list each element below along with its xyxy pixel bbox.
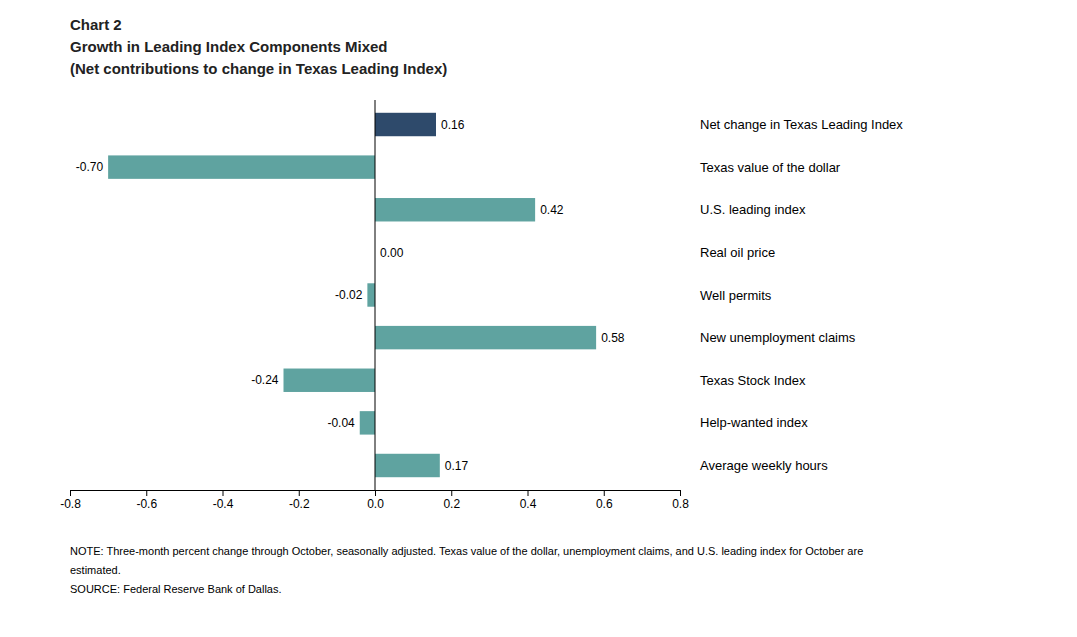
bar [375, 113, 436, 136]
x-tick-label: 0.6 [596, 497, 613, 511]
x-tick-label: 0.2 [443, 497, 460, 511]
bar [360, 411, 375, 434]
data-label: -0.02 [335, 288, 363, 302]
data-label: -0.70 [76, 160, 104, 174]
bar [375, 326, 596, 349]
title-line: (Net contributions to change in Texas Le… [70, 60, 447, 77]
bars [108, 113, 596, 477]
note: NOTE: Three-month percent change through… [70, 545, 863, 557]
x-tick: 0.6 [596, 490, 613, 511]
bar [108, 155, 375, 178]
data-label: 0.00 [380, 246, 404, 260]
data-label: 0.16 [441, 118, 465, 132]
title: Chart 2 Growth in Leading Index Component… [70, 16, 447, 77]
x-tick-mark [70, 490, 71, 496]
category-label: Net change in Texas Leading Index [700, 117, 903, 132]
x-tick-label: -0.6 [136, 497, 157, 511]
x-tick-mark [375, 490, 376, 496]
category-label: Real oil price [700, 245, 775, 260]
data-labels: 0.16 -0.70 0.42 0.00 -0.02 0.58 -0.24 -0.04 0.17 [76, 118, 625, 473]
title-line: Growth in Leading Index Components Mixed [70, 38, 388, 55]
x-tick-mark [299, 490, 300, 496]
notes: NOTE: Three-month percent change through… [70, 545, 863, 595]
category-label: Texas Stock Index [700, 373, 806, 388]
x-tick-label: -0.4 [213, 497, 234, 511]
x-tick-label: -0.8 [60, 497, 81, 511]
x-tick: -0.8 [60, 490, 81, 511]
x-tick-mark [528, 490, 529, 496]
data-label: 0.58 [601, 331, 625, 345]
data-label: -0.04 [327, 416, 355, 430]
x-tick: 0.2 [443, 490, 460, 511]
chart: Chart 2 Growth in Leading Index Component… [0, 0, 1077, 637]
category-label: U.S. leading index [700, 202, 806, 217]
category-label: Average weekly hours [700, 458, 828, 473]
x-axis-line [71, 491, 681, 497]
category-labels: Net change in Texas Leading Index Texas v… [700, 117, 903, 473]
category-label: New unemployment claims [700, 330, 856, 345]
x-tick-mark [146, 490, 147, 496]
category-label: Texas value of the dollar [700, 160, 841, 175]
x-tick-mark [451, 490, 452, 496]
x-tick: 0.0 [367, 490, 384, 511]
note: SOURCE: Federal Reserve Bank of Dallas. [70, 583, 282, 595]
bar [284, 369, 376, 392]
x-tick: -0.6 [136, 490, 157, 511]
title-line: Chart 2 [70, 16, 122, 33]
x-tick-mark [604, 490, 605, 496]
zero-line [375, 100, 376, 490]
x-tick: 0.8 [672, 490, 689, 511]
category-label: Well permits [700, 288, 772, 303]
x-tick-label: 0.8 [672, 497, 689, 511]
data-label: -0.24 [251, 373, 279, 387]
bar [375, 198, 535, 221]
x-tick-mark [223, 490, 224, 496]
x-tick: 0.4 [520, 490, 537, 511]
category-label: Help-wanted index [700, 415, 808, 430]
bar [375, 454, 440, 477]
x-tick-label: 0.0 [367, 497, 384, 511]
x-tick: -0.4 [213, 490, 234, 511]
x-tick-mark [680, 490, 681, 496]
data-label: 0.42 [540, 203, 564, 217]
x-tick: -0.2 [289, 490, 310, 511]
x-tick-label: -0.2 [289, 497, 310, 511]
bar [367, 283, 375, 306]
x-axis: -0.8 -0.6 -0.4 -0.2 0.0 0.2 0.4 0.6 0.8 [60, 490, 689, 511]
data-label: 0.17 [445, 459, 469, 473]
x-tick-label: 0.4 [520, 497, 537, 511]
note: estimated. [70, 564, 121, 576]
